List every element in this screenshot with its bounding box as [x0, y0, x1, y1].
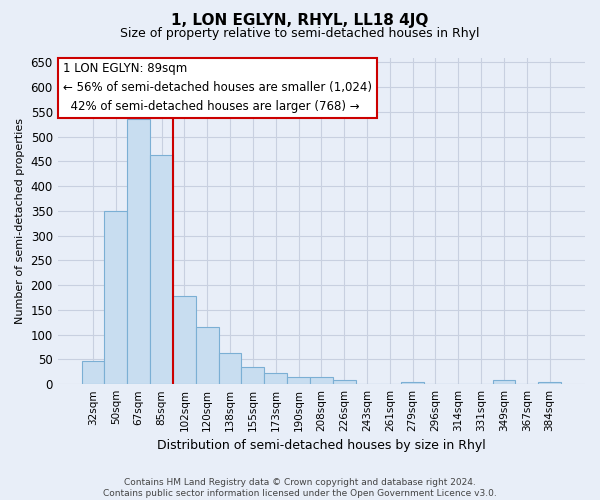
- Bar: [264, 374, 287, 384]
- Y-axis label: Number of semi-detached properties: Number of semi-detached properties: [15, 118, 25, 324]
- Bar: [401, 382, 424, 384]
- Bar: [538, 382, 561, 384]
- Bar: [173, 296, 196, 384]
- Bar: [82, 361, 104, 384]
- Bar: [127, 119, 150, 384]
- Text: 1, LON EGLYN, RHYL, LL18 4JQ: 1, LON EGLYN, RHYL, LL18 4JQ: [172, 12, 428, 28]
- Bar: [333, 380, 356, 384]
- Text: Size of property relative to semi-detached houses in Rhyl: Size of property relative to semi-detach…: [120, 28, 480, 40]
- Bar: [241, 367, 264, 384]
- Text: 1 LON EGLYN: 89sqm
← 56% of semi-detached houses are smaller (1,024)
  42% of se: 1 LON EGLYN: 89sqm ← 56% of semi-detache…: [63, 62, 372, 114]
- Bar: [218, 354, 241, 384]
- Bar: [104, 212, 127, 384]
- X-axis label: Distribution of semi-detached houses by size in Rhyl: Distribution of semi-detached houses by …: [157, 440, 486, 452]
- Bar: [287, 378, 310, 384]
- Bar: [150, 154, 173, 384]
- Bar: [493, 380, 515, 384]
- Bar: [310, 378, 333, 384]
- Bar: [196, 328, 218, 384]
- Text: Contains HM Land Registry data © Crown copyright and database right 2024.
Contai: Contains HM Land Registry data © Crown c…: [103, 478, 497, 498]
